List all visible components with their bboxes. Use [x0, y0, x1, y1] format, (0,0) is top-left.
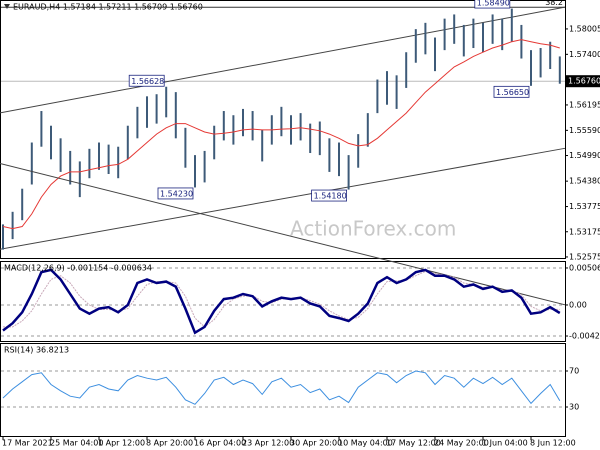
y-tick-label: 1.57400 — [569, 50, 600, 59]
annotation-box — [157, 187, 194, 200]
annotation-label: 1.54230 — [160, 189, 193, 198]
y-tick-label: 0.00 — [569, 300, 587, 309]
annotation-box — [474, 0, 511, 9]
y-tick-label: 1.56195 — [569, 100, 600, 109]
y-tick-label: 1.55590 — [569, 126, 600, 135]
y-tick-label: 30 — [569, 403, 579, 412]
x-tick-label: 23 Apr 12:00 — [242, 439, 294, 448]
y-tick-label: -0.004248 — [569, 332, 600, 341]
x-tick-label: 24 May 20:00 — [434, 439, 489, 448]
panel-title: MACD(12,26,9) -0.001154 -0.000634 — [4, 264, 152, 273]
x-tick-label: 16 Apr 04:00 — [194, 439, 246, 448]
x-tick-label: 1 Apr 12:00 — [98, 439, 145, 448]
annotation-label: 1.58490 — [477, 0, 510, 8]
panel-title: RSI(14) 36.8213 — [4, 346, 69, 355]
x-tick-label: 17 May 12:00 — [386, 439, 441, 448]
trendline — [0, 147, 566, 250]
x-tick-label: 1 Jun 04:00 — [482, 439, 528, 448]
y-tick-label: 1.53175 — [569, 227, 600, 236]
annotation-box — [311, 189, 348, 202]
line-series — [2, 268, 561, 335]
line-series — [2, 370, 561, 405]
watermark: ActionForex.com — [290, 217, 456, 241]
y-tick-label: 1.54380 — [569, 177, 600, 186]
x-tick-label: 8 Jun 12:00 — [530, 439, 576, 448]
x-tick-label: 25 Mar 04:00 — [50, 439, 103, 448]
price-panel-frame — [0, 0, 566, 259]
y-tick-label: 1.54990 — [569, 151, 600, 160]
annotation-label: 1.56650 — [496, 88, 529, 97]
annotation-box — [128, 74, 165, 87]
y-tick-label: 0.005062 — [569, 263, 600, 272]
rsi-panel-frame — [0, 343, 566, 437]
line-series — [2, 39, 560, 230]
x-tick-label: 10 May 04:00 — [338, 439, 393, 448]
line-series — [3, 270, 560, 328]
annotation-label: 1.56628 — [131, 77, 164, 86]
y-tick-label: 1.58005 — [569, 24, 600, 33]
annotation-label: 1.54180 — [314, 192, 347, 201]
menu-icon — [4, 4, 10, 9]
y-tick-label: 70 — [569, 367, 579, 376]
annotation-box — [493, 85, 530, 98]
x-tick-label: 17 Mar 2021 — [2, 439, 53, 448]
fib-level-label: 38.2 — [545, 0, 563, 7]
last-price-box — [566, 75, 600, 88]
y-tick-label: 1.52575 — [569, 252, 600, 261]
trendline — [0, 6, 566, 114]
x-tick-label: 30 Apr 20:00 — [290, 439, 342, 448]
y-tick-label: 1.53775 — [569, 202, 600, 211]
last-price-label: 1.56760 — [568, 77, 600, 86]
x-tick-label: 8 Apr 20:00 — [146, 439, 193, 448]
trendline — [0, 163, 566, 306]
macd-panel-frame — [0, 261, 566, 342]
